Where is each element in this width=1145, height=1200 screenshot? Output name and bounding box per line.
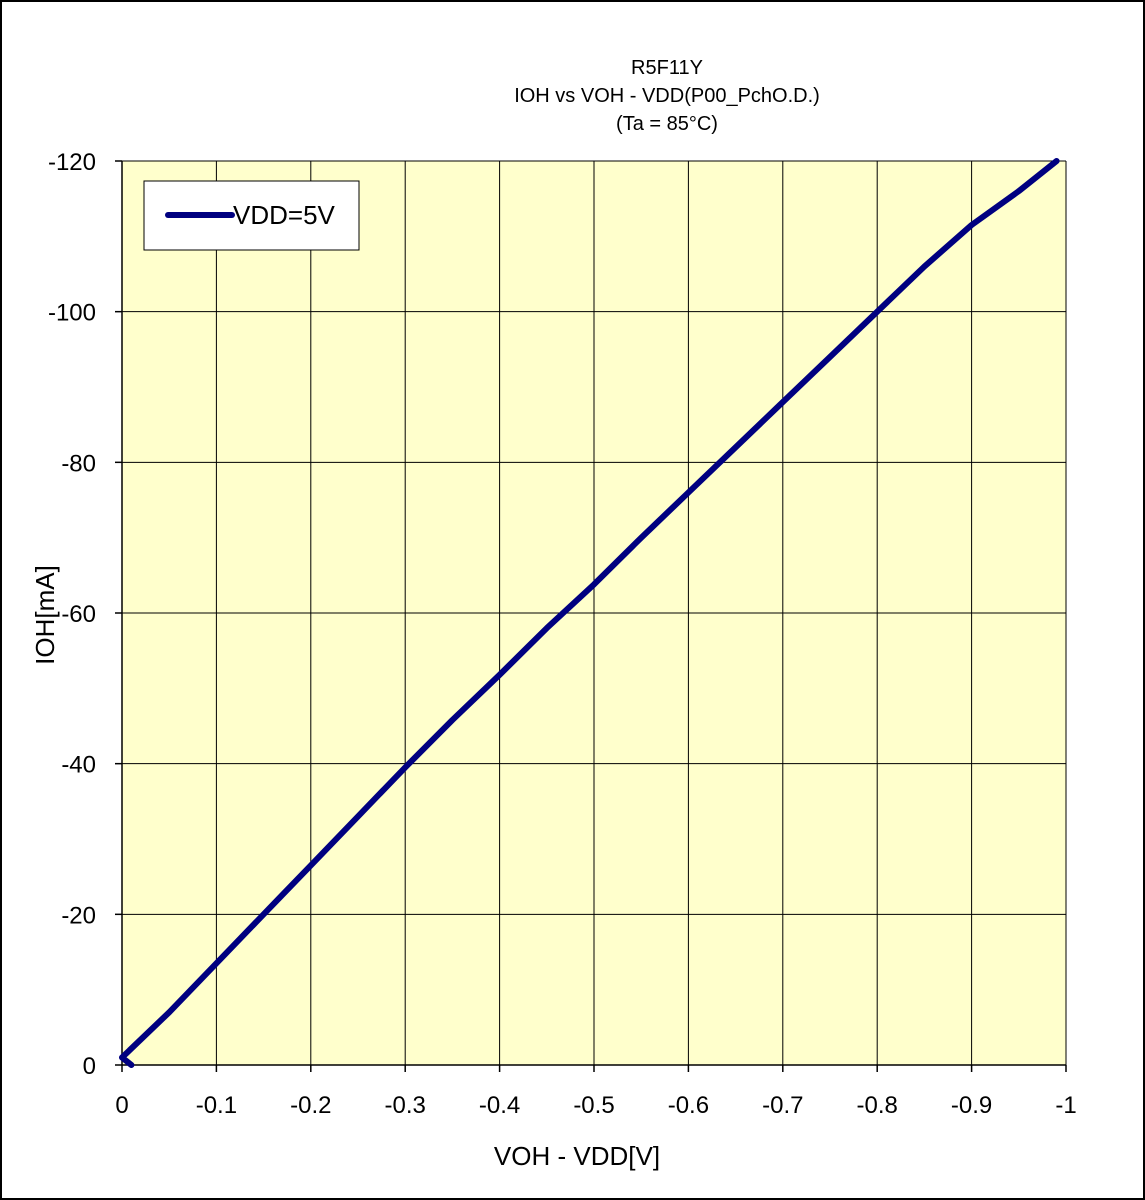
legend-label-vdd5v: VDD=5V <box>233 200 336 230</box>
y-axis-ticks: 0 -20 -40 -60 -80 -100 -120 <box>48 149 122 1080</box>
series-line-vdd5v <box>119 158 1060 1068</box>
x-tick-label: -0.6 <box>668 1092 709 1119</box>
y-tick-label: -20 <box>61 902 96 929</box>
y-tick-label: -60 <box>61 601 96 628</box>
x-tick-label: -0.8 <box>857 1092 898 1119</box>
y-tick-label: -100 <box>48 300 96 327</box>
x-tick-label: -0.1 <box>196 1092 237 1119</box>
grid-lines-horizontal <box>122 160 1066 915</box>
x-tick-label: -0.7 <box>762 1092 803 1119</box>
legend: VDD=5V <box>143 180 360 251</box>
x-tick-label: 0 <box>115 1092 128 1119</box>
y-tick-label: -40 <box>61 752 96 779</box>
y-tick-label: 0 <box>83 1053 96 1080</box>
y-tick-label: -80 <box>61 450 96 477</box>
chart-title-line-3: (Ta = 85°C) <box>616 113 718 135</box>
y-axis-title: IOH[mA] <box>30 565 60 665</box>
x-tick-label: -0.4 <box>479 1092 520 1119</box>
series-group <box>119 158 1060 1068</box>
x-axis-title: VOH - VDD[V] <box>494 1141 660 1171</box>
x-tick-label: -0.5 <box>573 1092 614 1119</box>
x-tick-label: -0.3 <box>385 1092 426 1119</box>
x-tick-label: -1 <box>1055 1092 1076 1119</box>
x-axis-ticks: 0 -0.1 -0.2 -0.3 -0.4 -0.5 -0.6 -0.7 -0.8 -0.9 -1 <box>115 1065 1077 1119</box>
x-tick-label: -0.2 <box>290 1092 331 1119</box>
chart-title-line-2: IOH vs VOH - VDD(P00_PchO.D.) <box>514 85 820 107</box>
chart-title-line-1: R5F11Y <box>631 57 703 79</box>
y-tick-label: -120 <box>48 149 96 176</box>
x-tick-label: -0.9 <box>951 1092 992 1119</box>
